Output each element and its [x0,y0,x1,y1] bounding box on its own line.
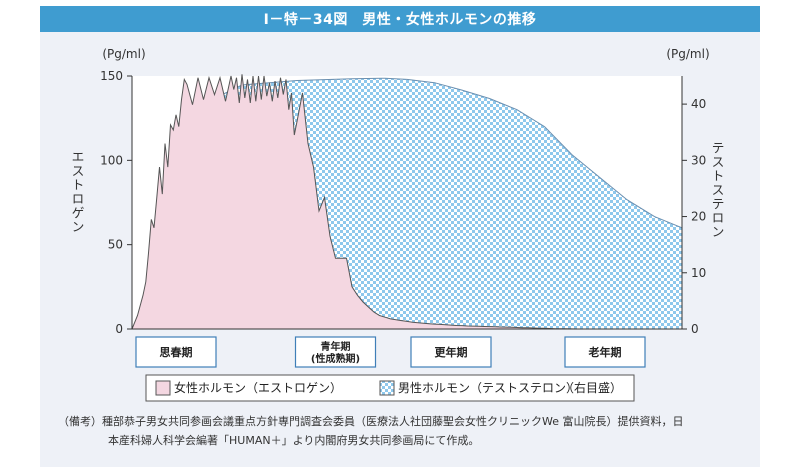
stage-box [135,336,217,368]
stage-label: 老年期 [588,345,622,359]
source-note-line-1: （備考）種部恭子男女共同参画会議重点方針専門調査会委員（医療法人社団藤聖会女性ク… [58,415,684,428]
source-note-line-2: 本産科婦人科学会編著「HUMAN＋」より内閣府男女共同参画局にて作成。 [108,434,480,447]
legend-label-estrogen: 女性ホルモン（エストロゲン） [174,380,342,395]
right-tick-label: 20 [691,210,706,224]
stage-box [564,336,646,368]
stage-label: 思春期 [160,345,193,359]
left-tick-label: 50 [108,238,123,252]
left-tick-label: 0 [115,322,123,336]
stage-label: 青年期 [321,340,351,353]
figure-title: Ⅰ－特－34図 男性・女性ホルモンの推移 [40,6,760,32]
right-axis-unit: (Pg/ml) [666,47,709,61]
right-tick-label: 30 [691,153,706,167]
source-notes: （備考）種部恭子男女共同参画会議重点方針専門調査会委員（医療法人社団藤聖会女性ク… [58,412,748,450]
stage-label: 更年期 [435,345,468,359]
left-tick-label: 150 [100,69,123,83]
left-axis-unit: (Pg/ml) [102,47,145,61]
right-axis-label: テストステロン [709,141,724,239]
legend-swatch-estrogen [155,380,171,396]
chart-area: 0 50 100 150 0 10 20 30 40 (Pg/ml) (Pg/ml) エストロ… [40,32,760,402]
legend: 女性ホルモン（エストロゲン） 男性ホルモン（テストステロン） （右目盛） [145,374,635,402]
stage-box [294,336,377,368]
left-axis-label: エストロゲン [69,150,85,234]
right-tick-label: 40 [691,97,706,111]
right-tick-label: 10 [691,266,706,280]
stage-label: (性成熟期) [311,352,360,365]
hormone-chart-svg: 0 50 100 150 0 10 20 30 40 (Pg/ml) (Pg/ml) エストロ… [69,47,724,402]
right-tick-label: 0 [691,322,699,336]
legend-label-testosterone: 男性ホルモン（テストステロン） [398,381,578,395]
left-tick-label: 100 [100,153,123,167]
legend-right-axis-note: （右目盛） [562,380,622,395]
stage-box [410,336,492,368]
legend-swatch-testosterone [379,380,395,396]
